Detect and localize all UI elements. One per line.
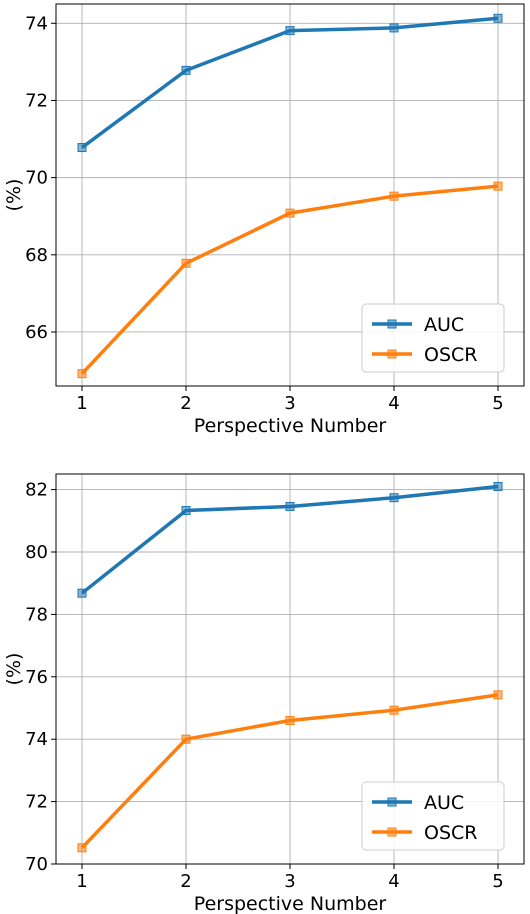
x-axis-title: Perspective Number xyxy=(194,415,387,437)
legend-label-oscr: OSCR xyxy=(424,822,477,844)
data-point-oscr xyxy=(181,258,191,268)
legend-label-auc: AUC xyxy=(424,314,464,336)
plot-frame xyxy=(55,473,525,865)
y-tick-label: 72 xyxy=(25,792,48,813)
data-point-auc xyxy=(493,13,503,23)
y-tick-label: 70 xyxy=(25,854,48,875)
chart-top: 1 2 3 4 5 66 68 70 72 74 Perspective Number (%) AUC O… xyxy=(3,3,525,437)
x-tick-label: 5 xyxy=(492,871,503,892)
x-tick-label: 1 xyxy=(76,393,87,414)
legend-marker-oscr xyxy=(387,349,397,359)
data-point-oscr xyxy=(77,369,87,379)
x-tick-label: 4 xyxy=(388,393,399,414)
x-tick-label: 5 xyxy=(492,393,503,414)
x-tick-label: 3 xyxy=(284,871,295,892)
data-point-oscr xyxy=(389,705,399,715)
data-point-oscr xyxy=(493,181,503,191)
data-point-auc xyxy=(389,493,399,503)
chart-bottom: 1 2 3 4 5 70 72 74 76 78 80 82 Perspective Number (%)… xyxy=(3,473,525,914)
y-tick-label: 80 xyxy=(25,542,48,563)
x-tick-label: 2 xyxy=(180,393,191,414)
data-point-auc xyxy=(77,143,87,153)
y-tick-label: 78 xyxy=(25,604,48,625)
data-point-auc xyxy=(181,506,191,516)
y-tick-label: 82 xyxy=(25,480,48,501)
y-tick-label: 66 xyxy=(25,322,48,343)
legend-label-auc: AUC xyxy=(424,792,464,814)
plot-frame xyxy=(55,3,525,387)
y-tick-label: 76 xyxy=(25,667,48,688)
y-tick-label: 74 xyxy=(25,729,48,750)
legend-marker-auc xyxy=(387,797,397,807)
legend: AUC OSCR xyxy=(361,303,505,373)
y-tick-label: 68 xyxy=(25,245,48,266)
data-point-auc xyxy=(181,65,191,75)
data-point-auc xyxy=(493,481,503,491)
data-point-oscr xyxy=(285,715,295,725)
x-tick-label: 2 xyxy=(180,871,191,892)
data-point-auc xyxy=(77,588,87,598)
data-point-auc xyxy=(389,23,399,33)
x-tick-label: 4 xyxy=(388,871,399,892)
data-point-oscr xyxy=(389,191,399,201)
data-point-oscr xyxy=(77,843,87,853)
data-point-oscr xyxy=(285,208,295,218)
y-tick-label: 70 xyxy=(25,168,48,189)
x-tick-label: 1 xyxy=(76,871,87,892)
y-tick-label: 74 xyxy=(25,13,48,34)
data-point-oscr xyxy=(493,690,503,700)
y-axis-title: (%) xyxy=(3,179,25,212)
x-axis-title: Perspective Number xyxy=(194,893,387,914)
legend-marker-oscr xyxy=(387,827,397,837)
y-axis-title: (%) xyxy=(3,653,25,686)
x-tick-label: 3 xyxy=(284,393,295,414)
legend-label-oscr: OSCR xyxy=(424,344,477,366)
data-point-auc xyxy=(285,501,295,511)
y-tick-label: 72 xyxy=(25,90,48,111)
legend: AUC OSCR xyxy=(361,781,505,851)
data-point-oscr xyxy=(181,734,191,744)
legend-marker-auc xyxy=(387,319,397,329)
data-point-auc xyxy=(285,26,295,36)
